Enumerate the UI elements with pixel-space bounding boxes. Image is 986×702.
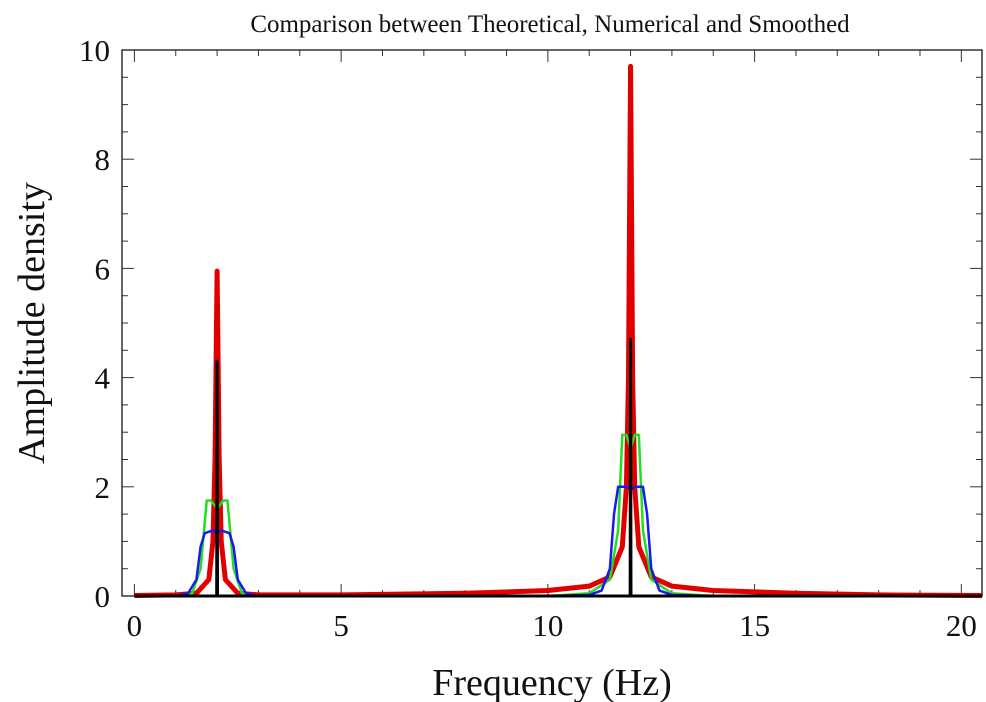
y-tick-label: 10 (79, 33, 110, 68)
y-tick-label: 6 (95, 251, 111, 286)
x-tick-label: 15 (739, 608, 770, 643)
y-tick-label: 4 (95, 361, 111, 396)
x-tick-label: 20 (946, 608, 977, 643)
series-line-3 (134, 485, 982, 598)
y-tick-label: 8 (95, 142, 111, 177)
x-axis-label: Frequency (Hz) (432, 662, 672, 702)
axis-ticks (122, 49, 982, 597)
chart-title: Comparison between Theoretical, Numerica… (250, 11, 850, 38)
series-line-2 (134, 433, 982, 598)
x-tick-label: 0 (127, 608, 143, 643)
series-layer (134, 63, 983, 598)
y-tick-label: 0 (95, 579, 111, 614)
tick-labels: 0 5 10 15 20 0 2 4 6 8 10 (79, 33, 977, 643)
plot-frame (121, 49, 983, 597)
x-tick-label: 5 (333, 608, 349, 643)
series-line-4 (134, 337, 982, 598)
y-axis-label: Amplitude density (11, 182, 53, 464)
x-tick-label: 10 (532, 608, 563, 643)
y-tick-label: 2 (95, 470, 111, 505)
series-line-1 (134, 63, 983, 598)
